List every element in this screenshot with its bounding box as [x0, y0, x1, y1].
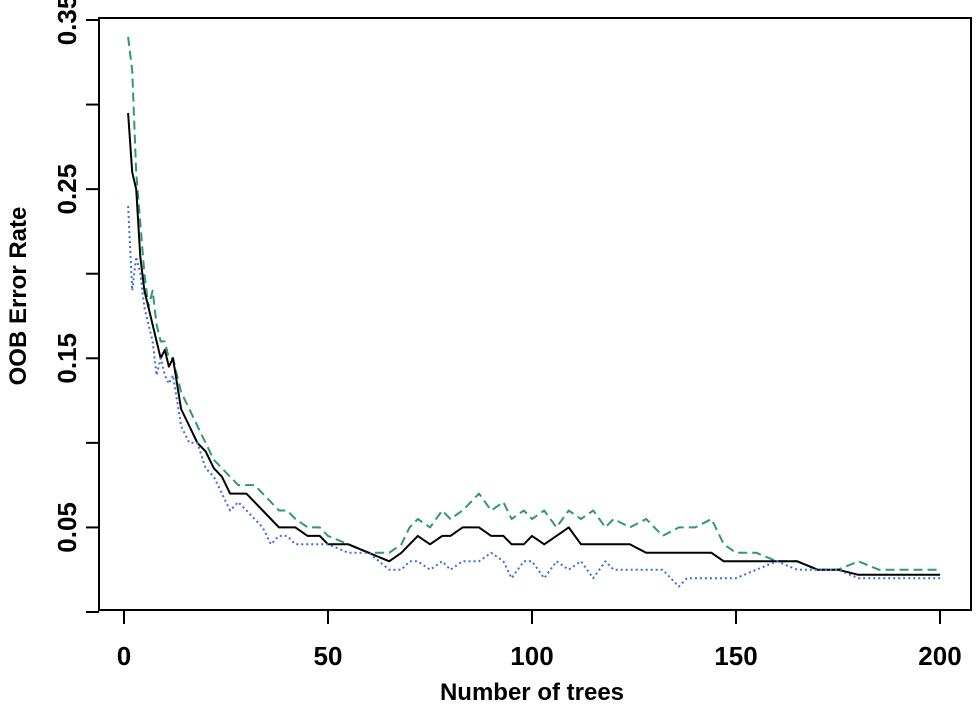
y-tick-label: 0.05 [52, 502, 82, 553]
x-axis-title: Number of trees [440, 679, 624, 704]
series-layer [127, 36, 940, 588]
y-tick-label: 0.15 [52, 333, 82, 384]
axis-layer: 0.05 0.15 0.25 0.35 0 50 100 150 200 [52, 0, 962, 671]
x-tick-label: 0 [117, 641, 131, 671]
series-line-solid [127, 112, 940, 576]
plot-frame [98, 17, 972, 611]
y-tick-label: 0.35 [52, 0, 82, 45]
y-tick-label: 0.25 [52, 164, 82, 215]
y-axis-title: OOB Error Rate [5, 207, 32, 386]
x-tick-label: 50 [314, 641, 343, 671]
series-line-dotted [127, 206, 940, 588]
x-tick-label: 150 [714, 641, 757, 671]
series-line-dashed [127, 36, 940, 571]
x-tick-label: 100 [510, 641, 553, 671]
x-tick-label: 200 [918, 641, 961, 671]
